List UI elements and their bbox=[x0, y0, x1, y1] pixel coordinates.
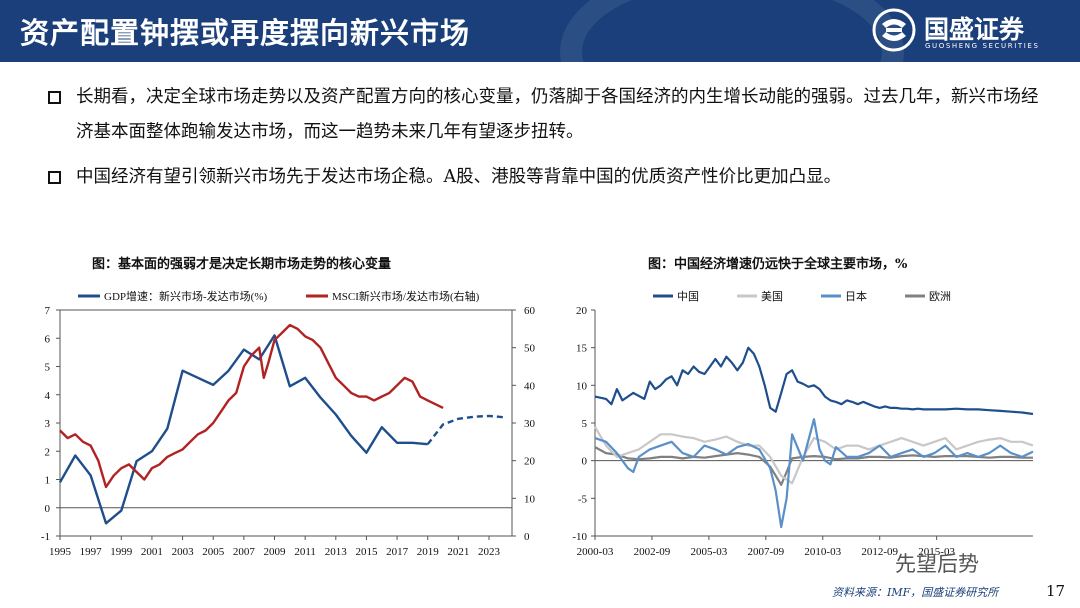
page-number: 17 bbox=[1046, 582, 1066, 600]
series-line-0 bbox=[58, 334, 428, 525]
x-tick-label: 2011 bbox=[294, 546, 316, 558]
y2-tick-label: 60 bbox=[524, 305, 536, 317]
x-tick-label: 2001 bbox=[141, 546, 163, 558]
legend-china-label: 中国 bbox=[677, 290, 699, 303]
chart-right-title: 图：中国经济增速仍远快于全球主要市场，% bbox=[648, 257, 908, 272]
y2-tick-label: 30 bbox=[524, 418, 536, 430]
header-bar: 资产配置钟摆或再度摆向新兴市场 国盛证券 GUOSHENG SECURITIES bbox=[0, 0, 1080, 62]
x-tick-label: 2019 bbox=[417, 546, 440, 558]
x-tick-label: 2013 bbox=[325, 546, 348, 558]
series-line-2 bbox=[594, 418, 1034, 529]
y-tick-label: 7 bbox=[45, 305, 51, 317]
series-line-2 bbox=[59, 323, 444, 489]
x-tick-label: 2015-03 bbox=[918, 546, 955, 558]
legend-europe-label: 欧洲 bbox=[929, 290, 951, 303]
y-tick-label: 0 bbox=[582, 456, 588, 468]
legend-gdp-label: GDP增速：新兴市场-发达市场(%) bbox=[104, 289, 267, 303]
x-tick-label: 2002-09 bbox=[634, 546, 671, 558]
y-tick-label: 6 bbox=[45, 333, 51, 345]
x-tick-label: 2003 bbox=[172, 546, 195, 558]
source-note: 资料来源：IMF，国盛证券研究所 bbox=[832, 586, 999, 599]
x-tick-label: 2017 bbox=[386, 546, 409, 558]
x-tick-label: 2010-03 bbox=[804, 546, 841, 558]
y-tick-label: 10 bbox=[576, 380, 588, 392]
checkbox-square-icon bbox=[48, 91, 61, 104]
x-tick-label: 1999 bbox=[110, 546, 133, 558]
x-tick-label: 2007-09 bbox=[747, 546, 784, 558]
series-line-0 bbox=[594, 346, 1034, 416]
y2-tick-label: 10 bbox=[524, 493, 536, 505]
y-tick-label: 4 bbox=[45, 390, 51, 402]
y2-tick-label: 40 bbox=[524, 380, 536, 392]
chart-left: -1 0 1 2 3 4 5 6 7 0 10 20 30 40 50 60 1995 1997 1999 2001 2… bbox=[41, 289, 536, 558]
legend-us-label: 美国 bbox=[761, 290, 783, 303]
bullet-text: 长期看，决定全球市场走势以及资产配置方向的核心变量，仍落脚于各国经济的内生增长动… bbox=[76, 87, 1039, 142]
series-line-1 bbox=[426, 414, 505, 445]
x-tick-label: 2012-09 bbox=[861, 546, 898, 558]
x-tick-label: 2021 bbox=[447, 546, 469, 558]
logo-english: GUOSHENG SECURITIES bbox=[925, 42, 1040, 50]
y2-tick-label: 0 bbox=[524, 531, 530, 543]
y-tick-label: 2 bbox=[45, 446, 51, 458]
x-tick-label: 2005-03 bbox=[691, 546, 728, 558]
y-tick-label: 3 bbox=[45, 418, 51, 430]
x-tick-label: 2000-03 bbox=[577, 546, 614, 558]
company-logo: 国盛证券 GUOSHENG SECURITIES bbox=[872, 6, 1072, 56]
x-tick-label: 1997 bbox=[80, 546, 103, 558]
y-tick-label: -10 bbox=[572, 531, 587, 543]
legend-msci-label: MSCI新兴市场/发达市场(右轴) bbox=[332, 289, 480, 303]
logo-mark-icon bbox=[872, 8, 916, 52]
x-tick-label: 2009 bbox=[264, 546, 287, 558]
logo-name: 国盛证券 bbox=[924, 15, 1025, 44]
x-tick-label: 2005 bbox=[202, 546, 225, 558]
y-tick-label: 1 bbox=[45, 475, 51, 487]
checkbox-square-icon bbox=[48, 171, 61, 184]
chart-left-title: 图：基本面的强弱才是决定长期市场走势的核心变量 bbox=[92, 257, 392, 272]
legend-japan-label: 日本 bbox=[845, 289, 867, 303]
y-tick-label: 5 bbox=[582, 418, 588, 430]
x-tick-label: 2023 bbox=[478, 546, 501, 558]
series-line-1 bbox=[594, 426, 1034, 485]
header-decoration bbox=[560, 0, 904, 62]
chart-right: -10 -5 0 5 10 15 20 2000-03 2002-09 2005-03 2007-0… bbox=[572, 289, 1034, 558]
y-tick-label: 20 bbox=[576, 305, 588, 317]
y-tick-label: 15 bbox=[576, 343, 588, 355]
y2-tick-label: 20 bbox=[524, 456, 536, 468]
x-tick-label: 1995 bbox=[49, 546, 72, 558]
x-tick-label: 2015 bbox=[355, 546, 378, 558]
y-tick-label: 5 bbox=[45, 362, 51, 374]
y-tick-label: 0 bbox=[45, 503, 51, 515]
y-tick-label: -5 bbox=[578, 493, 588, 505]
y-tick-label: -1 bbox=[41, 531, 50, 543]
y2-tick-label: 50 bbox=[524, 343, 536, 355]
x-tick-label: 2007 bbox=[233, 546, 256, 558]
bullet-text: 中国经济有望引领新兴市场先于发达市场企稳。A股、港股等背靠中国的优质资产性价比更… bbox=[76, 167, 842, 187]
watermark: 先望后势 bbox=[895, 552, 979, 576]
plot-frame bbox=[59, 309, 513, 537]
page-title: 资产配置钟摆或再度摆向新兴市场 bbox=[20, 16, 471, 50]
